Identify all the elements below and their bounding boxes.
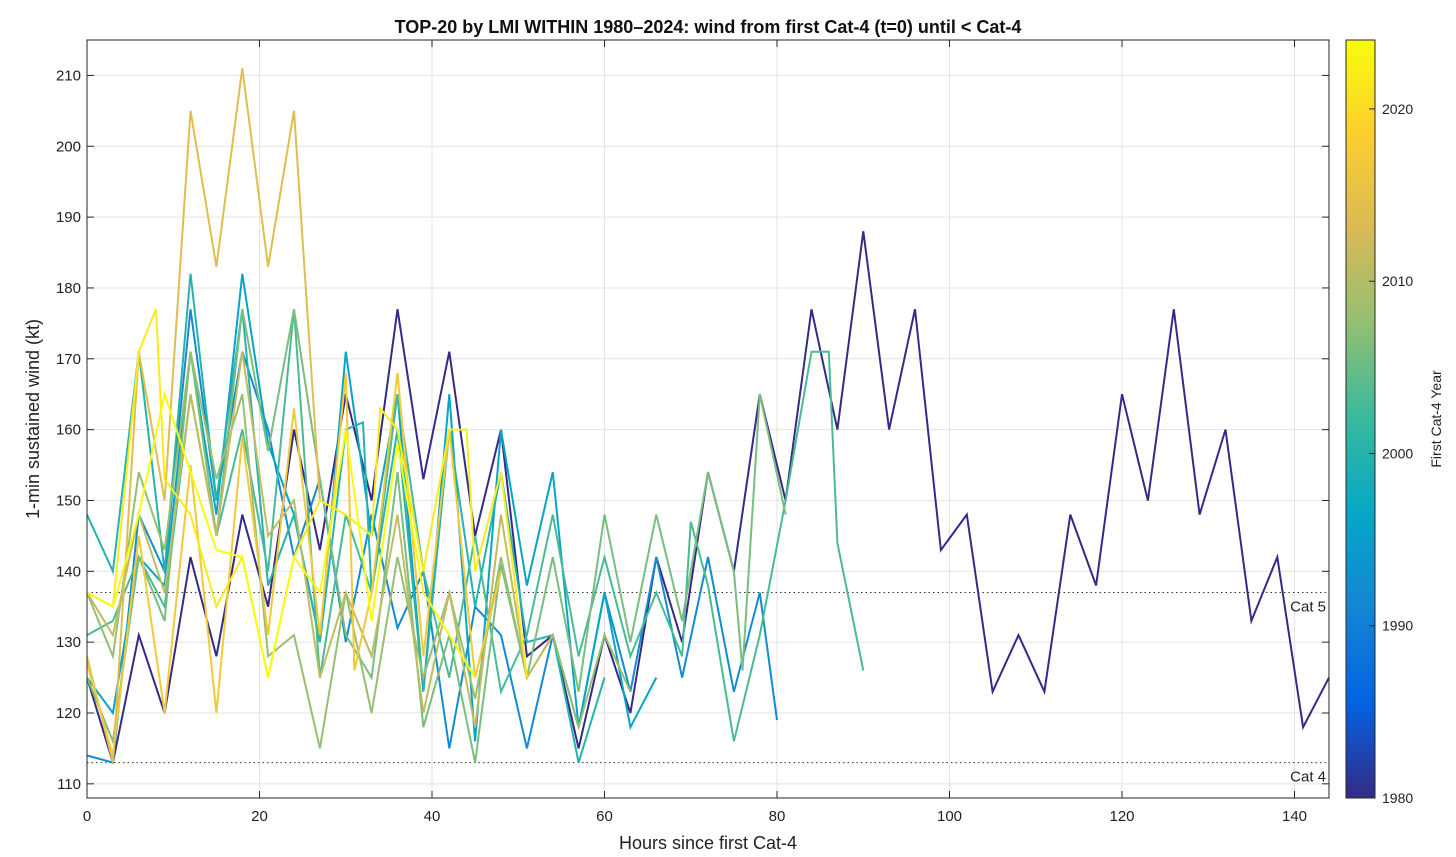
colorbar: 1980 1990 2000 2010 2020 First Cat-4 Year — [1345, 39, 1444, 806]
x-tick-label: 120 — [1109, 808, 1134, 825]
reference-labels: Cat 5 Cat 4 — [1290, 599, 1326, 786]
y-axis: 110 120 130 140 150 160 170 180 190 200 210 — [56, 67, 1329, 793]
series-line-2024 — [87, 390, 476, 679]
grid — [86, 40, 1329, 798]
colorbar-tick-label: 1990 — [1382, 618, 1413, 634]
y-tick-label: 180 — [56, 280, 81, 297]
x-tick-label: 80 — [769, 808, 786, 825]
series-line-2000 — [87, 273, 606, 763]
series-line-2017 — [87, 372, 502, 756]
colorbar-tick-label: 2000 — [1382, 445, 1413, 461]
y-tick-label: 140 — [56, 563, 81, 580]
reference-lines — [87, 592, 1329, 764]
colorbar-tick-label: 1980 — [1382, 790, 1413, 806]
x-tick-label: 40 — [424, 808, 441, 825]
y-tick-label: 160 — [56, 422, 81, 439]
reference-line-label: Cat 5 — [1290, 599, 1326, 616]
y-tick-label: 210 — [56, 67, 81, 84]
x-tick-label: 60 — [596, 808, 613, 825]
series-line-2011 — [87, 351, 554, 728]
y-tick-label: 170 — [56, 351, 81, 368]
x-tick-label: 100 — [937, 808, 962, 825]
colorbar-fill — [1345, 39, 1376, 799]
x-tick-label: 20 — [251, 808, 268, 825]
series-line-2003 — [87, 309, 865, 742]
x-tick-label: 0 — [83, 808, 91, 825]
x-axis: 0 20 40 60 80 100 120 140 — [83, 40, 1307, 825]
y-tick-label: 130 — [56, 634, 81, 651]
series-line-2022 — [87, 308, 528, 678]
colorbar-tick-label: 2020 — [1382, 101, 1413, 117]
plot-frame — [86, 39, 1330, 799]
series-line-1992 — [87, 309, 778, 764]
reference-line-label: Cat 4 — [1290, 769, 1326, 786]
y-tick-label: 200 — [56, 138, 81, 155]
colorbar-tick-label: 2010 — [1382, 273, 1413, 289]
y-tick-label: 150 — [56, 492, 81, 509]
y-axis-label: 1-min sustained wind (kt) — [23, 319, 43, 519]
y-tick-label: 110 — [57, 776, 81, 793]
colorbar-label: First Cat-4 Year — [1428, 370, 1444, 468]
y-tick-label: 190 — [56, 209, 81, 226]
chart-title: TOP-20 by LMI WITHIN 1980–2024: wind fro… — [395, 17, 1022, 37]
y-tick-label: 120 — [56, 705, 81, 722]
x-axis-label: Hours since first Cat-4 — [619, 833, 797, 853]
x-tick-label: 140 — [1282, 808, 1307, 825]
colorbar-ticks: 1980 1990 2000 2010 2020 — [1369, 101, 1413, 806]
series-group — [87, 68, 1329, 764]
